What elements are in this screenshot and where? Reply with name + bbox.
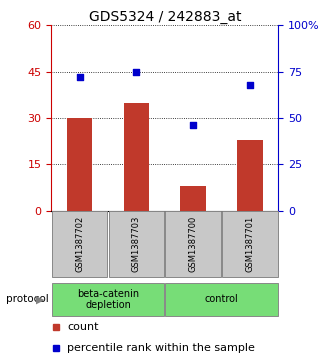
Point — [77, 74, 82, 80]
Text: GSM1387701: GSM1387701 — [245, 216, 254, 272]
Bar — [124, 102, 149, 211]
Text: control: control — [205, 294, 238, 305]
Bar — [52, 283, 164, 316]
Text: GSM1387702: GSM1387702 — [75, 216, 84, 272]
Point — [134, 69, 139, 75]
Text: protocol: protocol — [6, 294, 49, 305]
Text: percentile rank within the sample: percentile rank within the sample — [67, 343, 255, 354]
Title: GDS5324 / 242883_at: GDS5324 / 242883_at — [89, 11, 241, 24]
Point — [191, 122, 196, 128]
Text: GSM1387700: GSM1387700 — [189, 216, 198, 272]
Bar — [52, 211, 108, 277]
Bar — [108, 211, 164, 277]
Bar — [165, 283, 278, 316]
Text: GSM1387703: GSM1387703 — [132, 216, 141, 272]
Bar — [237, 140, 263, 211]
Text: count: count — [67, 322, 99, 332]
Text: ▶: ▶ — [36, 294, 44, 305]
Bar — [67, 118, 92, 211]
Bar — [180, 186, 206, 211]
Point — [247, 82, 252, 87]
Text: beta-catenin
depletion: beta-catenin depletion — [77, 289, 139, 310]
Bar — [165, 211, 221, 277]
Bar — [222, 211, 278, 277]
